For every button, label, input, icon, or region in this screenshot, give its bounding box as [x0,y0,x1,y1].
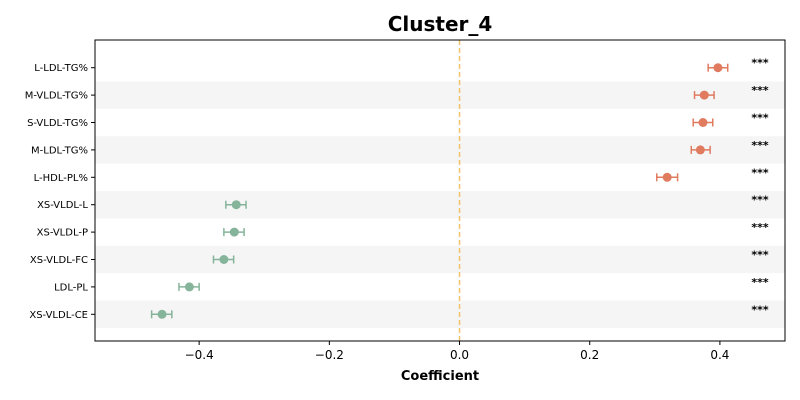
coefficient-point [231,200,241,210]
x-axis-label: Coefficient [401,369,479,384]
axes-frame [94,39,786,342]
significance-label: *** [751,194,769,207]
coefficient-point [699,90,709,100]
significance-label: *** [751,57,769,70]
y-tick-label: XS-VLDL-FC [30,255,88,266]
significance-label: *** [751,139,769,152]
coefficient-point [695,145,705,155]
row-band [95,191,785,219]
y-tick-label: XS-VLDL-P [37,228,88,239]
coefficient-point [157,309,167,319]
y-tick-label: L-LDL-TG% [34,63,88,74]
coefficient-point [229,227,239,237]
y-tick-label: XS-VLDL-L [37,200,88,211]
y-tick-label: M-VLDL-TG% [25,91,88,102]
y-tick-label: L-HDL-PL% [34,173,88,184]
coefficient-point [713,63,723,73]
y-axis-labels: L-LDL-TG% M-VLDL-TG% S-VLDL-TG% M-LDL-TG% L-… [25,63,95,321]
significance-label: *** [751,276,769,289]
significance-label: *** [751,84,769,97]
significance-label: *** [751,221,769,234]
x-axis-ticks: −0.4 −0.2 0.0 0.2 0.4 [185,341,729,362]
coefficient-point [184,282,194,292]
coefficient-point [219,255,229,264]
significance-label: *** [751,166,769,179]
coefficient-point [698,118,708,127]
x-tick-label: 0.2 [580,348,599,362]
row-band [95,245,785,274]
y-tick-label: LDL-PL [54,282,88,293]
row-bands [95,81,785,328]
significance-label: *** [751,249,769,262]
x-tick-label: −0.2 [315,348,344,362]
chart-marks: *** *** *** *** *** *** *** *** *** *** [150,57,769,319]
row-band [95,81,785,109]
x-tick-label: 0.0 [450,348,469,362]
x-tick-label: −0.4 [185,348,214,362]
chart-title: Cluster_4 [388,12,493,36]
y-tick-label: S-VLDL-TG% [27,118,88,129]
y-tick-label: XS-VLDL-CE [29,310,88,321]
row-band [95,136,785,164]
x-tick-label: 0.4 [710,348,729,362]
y-tick-label: M-LDL-TG% [31,145,88,156]
coefficient-point [662,172,672,182]
significance-label: *** [751,303,769,316]
row-band [95,300,785,328]
significance-label: *** [751,112,769,125]
